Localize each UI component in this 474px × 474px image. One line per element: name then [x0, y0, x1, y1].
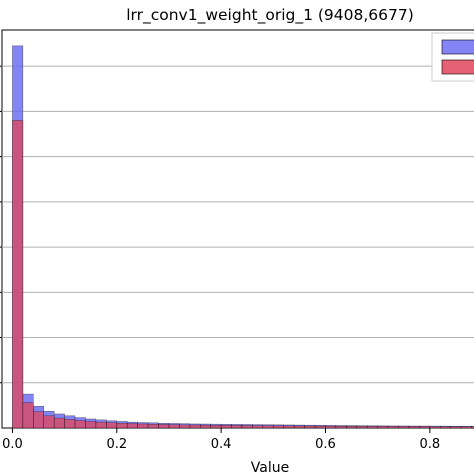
- bar-series-2-bin-42: [440, 426, 451, 429]
- bar-series-2-bin-35: [366, 426, 378, 429]
- bar-series-2-bin-24: [252, 425, 264, 429]
- bar-series-2-bin-14: [147, 423, 159, 429]
- bar-series-2-bin-6: [64, 419, 76, 429]
- bar-series-2-bin-5: [53, 417, 65, 429]
- bar-series-2-bin-12: [126, 423, 138, 429]
- plot-area: [0, 29, 474, 429]
- bar-series-2-bin-21: [220, 425, 232, 429]
- bar-series-2-bin-8: [85, 421, 97, 429]
- x-tick-label-5: 0.8: [419, 437, 440, 452]
- bar-series-2-bin-34: [356, 426, 368, 429]
- x-axis: 0.0 0.2 0.4 0.6 0.8: [2, 428, 440, 452]
- legend-swatch-series-1: [441, 39, 474, 55]
- plot-frame: [1, 29, 474, 429]
- bar-series-2-bin-10: [106, 422, 118, 429]
- x-tick-label-4: 0.6: [315, 437, 336, 452]
- x-axis-label: Value: [251, 460, 289, 474]
- bar-series-2-bin-37: [387, 426, 399, 429]
- bar-series-2-bin-29: [304, 425, 316, 429]
- bar-series-2-bin-16: [168, 424, 180, 429]
- chart-title: lrr_conv1_weight_orig_1 (9408,6677): [126, 6, 414, 25]
- bar-series-2-bin-31: [325, 425, 337, 429]
- bar-series-2-bin-20: [210, 425, 222, 429]
- x-tick-label-2: 0.2: [106, 437, 127, 452]
- x-tick-label-3: 0.4: [211, 437, 232, 452]
- bar-series-2-bin-1: [12, 120, 24, 429]
- legend-swatch-series-2: [441, 59, 474, 75]
- bar-series-2-bin-19: [200, 424, 211, 429]
- bar-series-2-bin-7: [74, 420, 86, 429]
- bars-group: [12, 45, 474, 429]
- bar-series-2-bin-13: [137, 423, 149, 429]
- bar-series-2-bin-26: [273, 425, 284, 429]
- bar-series-2-bin-40: [419, 426, 431, 429]
- bar-series-2-bin-33: [346, 425, 358, 429]
- bar-series-2-bin-28: [293, 425, 305, 429]
- legend: [431, 32, 474, 82]
- bar-series-2-bin-30: [314, 425, 326, 429]
- bar-series-2-bin-27: [283, 425, 295, 429]
- bar-series-2-bin-43: [450, 426, 462, 429]
- bar-series-2-bin-39: [408, 426, 420, 429]
- bar-series-2-bin-32: [335, 425, 347, 429]
- bar-series-2-bin-25: [262, 425, 274, 429]
- bar-series-2-bin-44: [460, 426, 472, 429]
- bar-series-2-bin-3: [33, 411, 44, 429]
- bar-series-2-bin-36: [377, 426, 389, 429]
- bar-series-2-bin-17: [179, 424, 191, 429]
- bar-series-2-bin-15: [158, 424, 170, 429]
- bar-series-2-bin-18: [189, 424, 201, 429]
- bar-series-2-bin-2: [22, 402, 34, 429]
- x-tick-label-1: 0.0: [2, 437, 23, 452]
- bar-series-2-bin-11: [116, 422, 128, 429]
- bar-series-2-bin-9: [95, 421, 107, 429]
- bar-series-2-bin-45: [471, 426, 474, 429]
- bar-series-2-bin-41: [429, 426, 441, 429]
- bar-series-2-bin-22: [231, 425, 243, 429]
- grid-lines: [0, 65, 474, 384]
- bar-series-2-bin-4: [43, 415, 55, 429]
- bar-series-2-bin-23: [241, 425, 253, 429]
- bar-series-2-bin-38: [398, 426, 410, 429]
